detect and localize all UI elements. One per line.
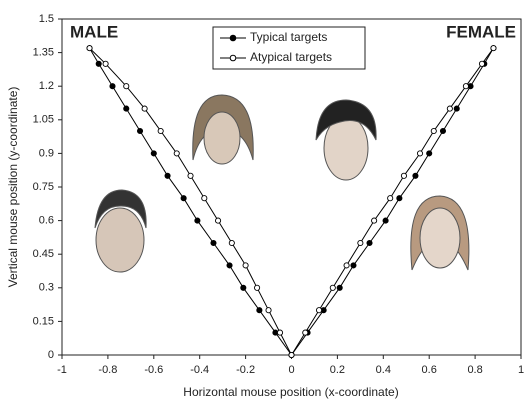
- x-tick-label: 1: [518, 364, 524, 376]
- data-point: [242, 262, 249, 269]
- legend-marker: [229, 54, 237, 62]
- data-point: [102, 60, 109, 67]
- data-point: [210, 239, 217, 247]
- legend-box: [212, 26, 366, 70]
- data-point: [439, 127, 447, 135]
- data-point: [343, 262, 350, 269]
- data-point: [446, 105, 453, 112]
- x-tick-label: -0.6: [144, 364, 163, 376]
- data-point: [478, 60, 486, 67]
- x-tick-label: -0.8: [98, 364, 117, 376]
- data-point: [350, 262, 357, 269]
- data-point: [180, 195, 187, 202]
- y-tick-label: 0.15: [33, 315, 54, 327]
- y-tick-label: 1.05: [33, 114, 54, 126]
- data-point: [416, 150, 424, 157]
- data-point: [123, 83, 130, 90]
- data-point: [157, 127, 164, 135]
- data-point: [336, 284, 343, 291]
- data-point: [276, 329, 284, 336]
- data-point: [141, 105, 148, 112]
- data-point: [215, 217, 222, 224]
- y-tick-label: 0.3: [39, 282, 54, 294]
- data-point: [315, 307, 323, 314]
- legend-marker: [229, 34, 237, 42]
- y-tick-label: 1.2: [39, 80, 54, 92]
- face-female-2: [410, 195, 470, 271]
- data-point: [453, 105, 460, 112]
- data-point: [387, 195, 394, 202]
- data-point: [430, 127, 437, 135]
- x-tick-label: 0.8: [467, 364, 482, 376]
- data-point: [226, 262, 233, 269]
- data-point: [371, 217, 378, 224]
- data-point: [228, 239, 235, 247]
- data-point: [150, 150, 157, 157]
- data-point: [400, 172, 408, 179]
- annotation: MALE: [70, 22, 118, 41]
- y-tick-label: 0.6: [39, 215, 54, 227]
- y-tick-label: 1.5: [39, 13, 54, 25]
- y-tick-label: 0.9: [39, 147, 54, 159]
- data-point: [382, 217, 389, 224]
- data-point: [288, 351, 295, 359]
- face-male-1: [94, 189, 147, 273]
- data-point: [462, 83, 469, 90]
- data-point: [265, 307, 272, 314]
- y-axis-label: Vertical mouse position (y-coordinate): [6, 87, 20, 288]
- y-tick-label: 0.75: [33, 181, 54, 193]
- legend-label: Typical targets: [250, 30, 327, 44]
- x-tick-label: -1: [57, 364, 67, 376]
- data-point: [490, 45, 497, 52]
- data-point: [187, 172, 194, 179]
- data-point: [173, 150, 180, 157]
- x-tick-label: -0.4: [190, 364, 209, 376]
- x-tick-label: 0: [288, 364, 294, 376]
- annotation: FEMALE: [446, 22, 516, 41]
- data-point: [86, 45, 93, 52]
- x-tick-label: 0.2: [330, 364, 345, 376]
- x-axis-label: Horizontal mouse position (x-coordinate): [183, 385, 398, 399]
- data-point: [123, 105, 130, 112]
- data-point: [136, 127, 144, 135]
- data-point: [240, 284, 247, 291]
- data-point: [357, 239, 364, 247]
- data-point: [164, 172, 171, 179]
- y-tick-label: 0: [48, 349, 54, 361]
- face-male-2: [192, 94, 254, 165]
- x-tick-label: -0.2: [236, 364, 255, 376]
- face-female-1: [315, 99, 377, 181]
- data-point: [254, 284, 261, 291]
- data-point: [194, 217, 201, 224]
- y-tick-label: 0.45: [33, 248, 54, 260]
- data-point: [412, 172, 419, 179]
- data-point: [201, 195, 208, 202]
- x-tick-label: 0.4: [376, 364, 391, 376]
- data-point: [95, 60, 102, 67]
- data-point: [426, 150, 433, 157]
- x-tick-label: 0.6: [422, 364, 437, 376]
- y-tick-label: 1.35: [33, 47, 54, 59]
- data-point: [329, 284, 336, 291]
- legend-label: Atypical targets: [250, 50, 332, 64]
- data-point: [302, 329, 309, 336]
- data-point: [256, 307, 263, 314]
- data-point: [109, 83, 116, 90]
- data-point: [396, 195, 403, 202]
- data-point: [366, 239, 373, 247]
